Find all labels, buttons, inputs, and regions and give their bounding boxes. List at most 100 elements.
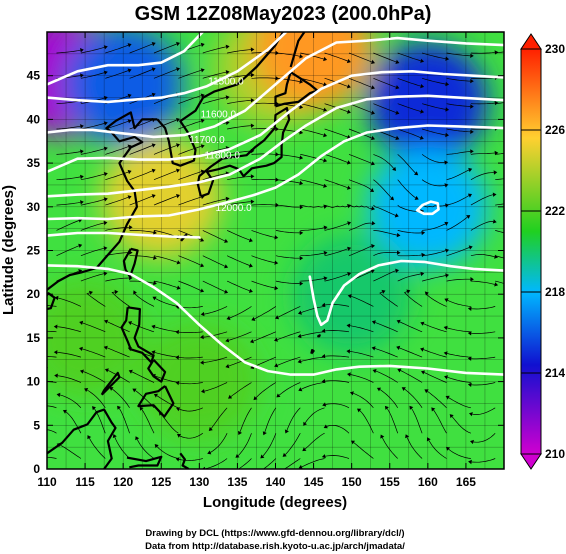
x-tick-label: 120 [113, 475, 133, 489]
streamline [226, 230, 250, 241]
streamline [421, 179, 446, 187]
streamline-arrow [151, 324, 156, 329]
streamline [278, 306, 301, 318]
streamline [237, 433, 252, 456]
streamline-arrow [323, 250, 328, 256]
streamline [421, 154, 445, 163]
streamline-arrow [176, 41, 180, 47]
y-tick-label: 45 [27, 69, 41, 83]
streamline [178, 145, 202, 155]
streamline-arrow [420, 321, 425, 326]
streamline-arrow [493, 170, 498, 175]
y-axis-label: Latitude (degrees) [0, 185, 17, 315]
streamline [422, 223, 446, 231]
streamline-arrow [297, 333, 302, 339]
streamline-arrow [200, 263, 205, 268]
streamline-arrow [494, 282, 499, 287]
streamline-arrow [323, 107, 328, 112]
streamline-arrow [103, 121, 108, 126]
x-tick-label: 160 [418, 475, 438, 489]
streamline-arrow [79, 369, 84, 374]
streamline [447, 376, 471, 383]
streamline-arrow [299, 256, 304, 261]
streamline [278, 382, 301, 396]
streamline-arrow [396, 319, 401, 324]
height-contour [415, 200, 440, 216]
streamline-arrow [282, 452, 287, 457]
streamline-arrow [323, 204, 328, 209]
streamline-arrow [208, 426, 213, 431]
streamline-arrow [303, 421, 307, 426]
streamline-arrow [200, 334, 204, 340]
streamline [446, 216, 468, 231]
streamline-arrow [151, 168, 156, 173]
streamline-arrow [347, 204, 351, 209]
streamline [470, 77, 495, 79]
streamline [425, 293, 447, 307]
streamline-arrow [253, 396, 258, 401]
streamline [397, 254, 422, 257]
streamline-arrow [468, 459, 472, 465]
streamline-arrow [394, 213, 399, 218]
contour-label: 11500.0 [208, 76, 244, 87]
streamline-arrow [445, 395, 450, 400]
temperature-sample [63, 32, 184, 145]
streamline-arrow [200, 288, 205, 293]
streamline-arrow [225, 70, 230, 75]
streamline-arrow [446, 446, 451, 451]
streamline [82, 322, 106, 333]
credit-line-2: Data from http://database.rish.kyoto-u.a… [145, 541, 405, 552]
streamline-arrow [207, 450, 212, 455]
streamline [227, 201, 251, 206]
streamline-arrow [176, 143, 180, 148]
streamline-arrow [371, 320, 376, 325]
streamline-arrow [225, 95, 230, 100]
streamline-arrow [357, 408, 362, 413]
streamline-arrow [151, 194, 156, 199]
streamline [129, 145, 153, 155]
streamline-arrow [414, 195, 419, 200]
streamline-arrow [201, 389, 205, 394]
streamline [397, 273, 421, 282]
streamline [348, 128, 372, 139]
streamline-arrow [253, 472, 257, 476]
y-tick-label: 0 [33, 462, 40, 476]
streamline [324, 248, 348, 257]
streamline-arrow [492, 192, 497, 197]
streamline [470, 280, 495, 285]
streamline-arrow [154, 444, 159, 449]
x-tick-label: 135 [227, 475, 247, 489]
streamline-arrow [419, 135, 424, 140]
streamline [57, 326, 82, 333]
streamline-arrow [323, 183, 328, 188]
streamline [399, 321, 423, 333]
streamline-arrow [384, 405, 389, 410]
streamline [112, 388, 130, 408]
streamline-arrow [200, 93, 205, 98]
streamline-arrow [176, 117, 180, 123]
coastline-segment [47, 111, 158, 291]
streamline-arrow [175, 329, 180, 335]
streamline-arrow [176, 407, 181, 412]
streamline [470, 102, 495, 105]
streamline [47, 305, 57, 307]
streamline [324, 179, 348, 189]
streamline-arrow [129, 250, 133, 255]
streamline-arrow [395, 110, 400, 115]
streamline [154, 326, 179, 333]
streamline [495, 203, 504, 206]
streamline-arrow [103, 146, 108, 151]
streamline-arrow [445, 273, 449, 278]
streamline [80, 72, 105, 79]
streamline-arrow [371, 206, 375, 211]
streamline [226, 280, 250, 292]
streamline-arrow [444, 160, 449, 165]
credit-line-1: Drawing by DCL (https://www.gfd-dennou.o… [145, 528, 404, 539]
streamline [154, 375, 179, 383]
streamline [239, 407, 252, 433]
streamline [94, 408, 106, 434]
streamline [406, 437, 423, 459]
streamline [131, 322, 155, 333]
streamline-arrow [321, 378, 326, 384]
streamline [251, 280, 275, 289]
